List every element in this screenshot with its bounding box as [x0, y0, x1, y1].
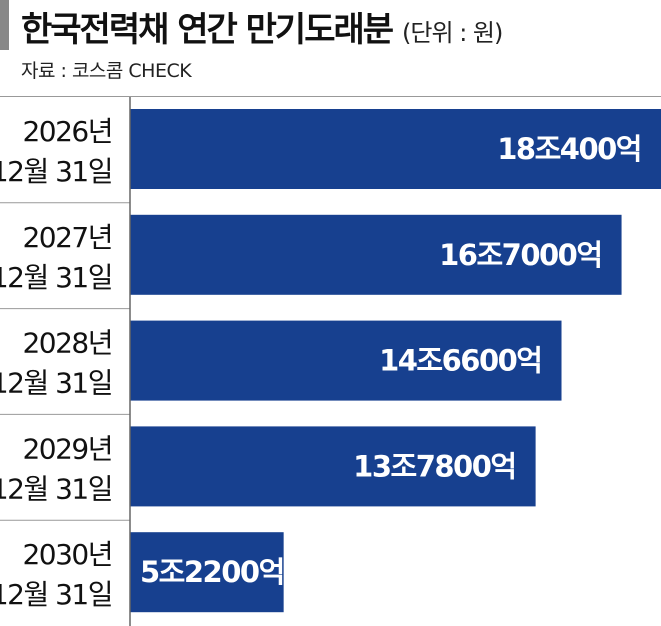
bar-value-label: 5조2200억: [140, 555, 284, 589]
chart-title-row: 한국전력채 연간 만기도래분 (단위 : 원): [21, 2, 503, 51]
bar: [130, 320, 562, 401]
category-label-date: 12월 31일: [0, 472, 112, 505]
bar: [130, 109, 661, 189]
category-label-year: 2030년: [22, 538, 112, 571]
category-label-year: 2029년: [22, 432, 112, 465]
bar-value-label: 14조6600억: [379, 344, 541, 378]
bar-value-label: 18조400억: [497, 132, 641, 166]
category-label-date: 12월 31일: [0, 261, 112, 294]
category-label-year: 2028년: [22, 327, 112, 360]
chart-title: 한국전력채 연간 만기도래분: [21, 10, 394, 50]
unit-label: (단위 : 원): [402, 19, 503, 47]
category-label-date: 12월 31일: [0, 578, 112, 611]
category-label-year: 2027년: [22, 221, 112, 254]
category-label-year: 2026년: [22, 115, 112, 148]
category-label-date: 12월 31일: [0, 367, 112, 400]
bar-value-label: 13조7800억: [353, 449, 515, 483]
source-label: 자료 : 코스콤 CHECK: [21, 60, 192, 82]
bar: [130, 214, 622, 295]
title-accent-bar: [0, 0, 9, 50]
category-label-date: 12월 31일: [0, 155, 112, 188]
top-divider: [0, 96, 661, 97]
bar-value-label: 16조7000억: [439, 238, 601, 272]
bar: [130, 426, 536, 507]
bar: [130, 532, 284, 613]
